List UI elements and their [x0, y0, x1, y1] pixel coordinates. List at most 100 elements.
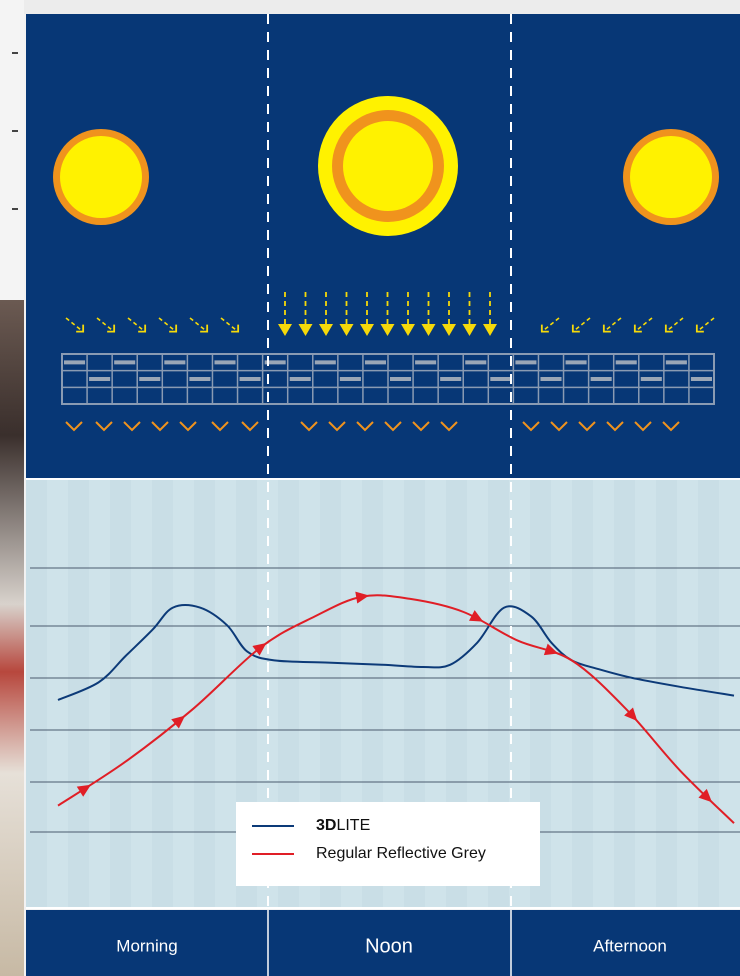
chart-stripe [572, 480, 593, 907]
chart-stripe [404, 480, 425, 907]
series-arrow-marker [171, 715, 186, 729]
ray-head [107, 324, 116, 333]
ray-head [442, 324, 456, 336]
ray-shaft [634, 317, 653, 333]
sun-ray-arrow-icon [339, 292, 354, 336]
sun-ray-arrow-icon [401, 292, 415, 336]
period-label-morning: Morning [116, 936, 177, 955]
ray-head [483, 324, 497, 336]
reflection-chevron-icon [412, 421, 430, 432]
chart-stripe [68, 480, 89, 907]
sun-core [343, 121, 433, 211]
series-arrow-marker [698, 788, 713, 803]
sun-ray-arrow-icon [695, 317, 715, 333]
reflection-chevron-icon [662, 421, 680, 432]
period-label-noon: Noon [365, 935, 413, 957]
ray-shaft [127, 317, 146, 333]
chart-stripe [194, 480, 215, 907]
reflection-chevron-icon [179, 421, 197, 432]
sun-rays [65, 292, 715, 336]
reflection-chevron-icon [384, 421, 402, 432]
chart-stripe [698, 480, 719, 907]
sun-ray-arrow-icon [189, 317, 209, 333]
legend-label-bold: 3D [316, 817, 336, 834]
legend-label: Regular Reflective Grey [316, 845, 486, 862]
sun-core [60, 136, 142, 218]
legend-box [236, 802, 540, 886]
tick-mark [12, 130, 18, 132]
reflection-chevron-icon [241, 421, 259, 432]
sun-icon [53, 129, 149, 225]
ray-shaft [65, 317, 84, 333]
reflection-chevron-icon [356, 421, 374, 432]
ray-head [462, 324, 477, 336]
reflection-chevron-icon [95, 421, 113, 432]
ray-head [602, 324, 611, 333]
chart-stripe [236, 480, 257, 907]
sun-ray-arrow-icon [65, 317, 85, 333]
reflection-chevron-icon [550, 421, 568, 432]
tick-mark [12, 52, 18, 54]
ray-head [360, 324, 374, 336]
ray-head [540, 324, 549, 333]
ray-shaft [220, 317, 239, 333]
ray-shaft [665, 317, 684, 333]
reflection-chevron-icon [300, 421, 318, 432]
period-bar-background [26, 910, 740, 976]
series-arrow-marker [624, 707, 638, 722]
chart-stripe [446, 480, 467, 907]
reflection-chevron-icon [522, 421, 540, 432]
series-arrow-marker [355, 591, 370, 604]
sun-ray-arrow-icon [319, 292, 333, 336]
reflection-chevron-icon [211, 421, 229, 432]
background-photo [0, 300, 24, 976]
tick-mark [12, 208, 18, 210]
reflection-chevron-icon [578, 421, 596, 432]
ray-head [401, 324, 415, 336]
sun-core [630, 136, 712, 218]
period-label-afternoon: Afternoon [593, 936, 667, 955]
ray-head [695, 324, 704, 333]
ray-head [76, 324, 85, 333]
ray-head [664, 324, 673, 333]
sun-ray-arrow-icon [360, 292, 374, 336]
sun-ray-arrow-icon [483, 292, 497, 336]
period-dividers [26, 14, 740, 976]
reflection-chevron-icon [440, 421, 458, 432]
chart-stripe [152, 480, 173, 907]
chart-stripe [362, 480, 383, 907]
reflection-chevron-icon [634, 421, 652, 432]
sun-ray-arrow-icon [540, 317, 560, 333]
series-line-3dlite [57, 604, 735, 701]
sun-ray-arrow-icon [633, 317, 653, 333]
sun-icon [318, 96, 458, 236]
ray-head [633, 324, 642, 333]
sun-ray-arrow-icon [442, 292, 456, 336]
sun-ray-arrow-icon [220, 317, 240, 333]
legend-label-rest: LITE [336, 817, 370, 834]
time-of-day-bar: Morning Noon Afternoon [26, 910, 740, 976]
chart-stripe [614, 480, 635, 907]
chart-stripe [26, 480, 47, 907]
ray-head [319, 324, 333, 336]
top-edge [24, 0, 740, 14]
line-chart [26, 480, 740, 907]
ray-head [298, 324, 313, 336]
sun-icon [623, 129, 719, 225]
legend-label: 3DLITE [316, 817, 370, 834]
solar-comparison-figure: Morning Noon Afternoon 3DLITE Regular Refle… [26, 14, 740, 976]
ray-head [380, 324, 395, 336]
chart-stripe [110, 480, 131, 907]
sun-ray-arrow-icon [278, 292, 292, 336]
ray-head [200, 324, 209, 333]
reflection-chevron-icon [123, 421, 141, 432]
ray-head [421, 324, 436, 336]
ray-head [138, 324, 147, 333]
sun-ray-arrow-icon [298, 292, 313, 336]
sun-ray-arrow-icon [127, 317, 147, 333]
reflection-chevron-icon [65, 421, 83, 432]
ray-shaft [541, 317, 560, 333]
solar-panel-grid-icon [61, 353, 715, 405]
ray-shaft [603, 317, 622, 333]
series-arrow-marker [543, 643, 559, 656]
